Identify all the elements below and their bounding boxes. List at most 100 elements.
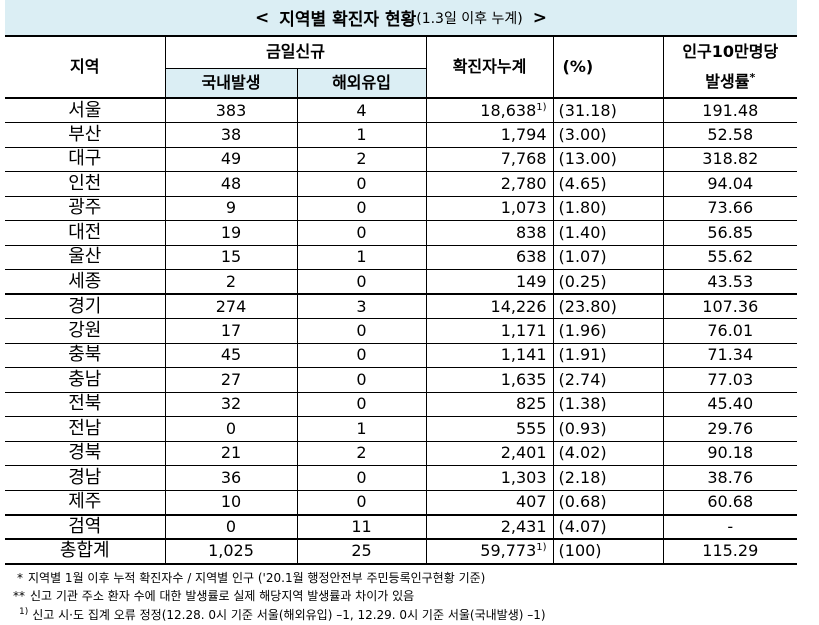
header-percent: (%)	[552, 35, 664, 99]
cell-overseas: 2	[296, 440, 427, 466]
cell-region: 제주	[5, 489, 166, 516]
cell-domestic: 45	[164, 342, 298, 368]
cell-rate: 90.18	[662, 440, 798, 466]
cell-domestic: 36	[164, 465, 298, 491]
table-row: 전남 0 1 555 (0.93) 29.76	[5, 416, 798, 442]
cell-cumulative-value: 1,794	[500, 124, 547, 144]
cell-cumulative-value: 7,768	[500, 149, 547, 169]
cell-domestic: 48	[164, 171, 298, 197]
cell-rate: 38.76	[662, 465, 798, 491]
cell-cumulative: 555	[425, 416, 554, 442]
cell-region: 전북	[5, 391, 166, 417]
cell-overseas: 0	[296, 269, 427, 295]
cell-region: 충남	[5, 367, 166, 393]
cell-domestic: 32	[164, 391, 298, 417]
header-rate-line2-wrap: 발생률*	[664, 67, 797, 96]
cell-domestic: 9	[164, 195, 298, 221]
cell-region: 전남	[5, 416, 166, 442]
regional-cases-table: 지역 금일신규 확진자누계 (%) 인구10만명당 발생률* 국내발생 해외유입…	[5, 35, 798, 565]
cell-domestic: 2	[164, 269, 298, 295]
cell-percent: (1.80)	[552, 195, 664, 221]
cell-percent: (0.25)	[552, 269, 664, 295]
cell-region: 경기	[5, 293, 166, 319]
cell-region: 경북	[5, 440, 166, 466]
cell-rate: 73.66	[662, 195, 798, 221]
cell-overseas: 0	[296, 391, 427, 417]
cell-cumulative-value: 2,780	[500, 173, 547, 193]
cell-cumulative-value: 1,635	[500, 369, 547, 389]
table-row: 제주 10 0 407 (0.68) 60.68	[5, 489, 798, 516]
header-domestic: 국내발생	[164, 67, 298, 99]
table-row: 경기 274 3 14,226 (23.80) 107.36	[5, 293, 798, 319]
table-header: 지역 금일신규 확진자누계 (%) 인구10만명당 발생률* 국내발생 해외유입	[5, 35, 798, 99]
table-row: 인천 48 0 2,780 (4.65) 94.04	[5, 171, 798, 197]
cell-percent: (0.68)	[552, 489, 664, 516]
cell-overseas: 0	[296, 465, 427, 491]
cell-rate: 56.85	[662, 220, 798, 246]
cell-domestic: 1,025	[164, 538, 298, 565]
table-row: 전북 32 0 825 (1.38) 45.40	[5, 391, 798, 417]
table-row: 충북 45 0 1,141 (1.91) 71.34	[5, 342, 798, 368]
cell-cumulative-value: 59,773	[480, 541, 537, 561]
cell-cumulative-value: 838	[515, 222, 547, 242]
cell-cumulative-value: 14,226	[490, 296, 547, 316]
footnote-3-text: 신고 시·도 집계 오류 정정(12.28. 0시 기준 서울(해외유입) –1…	[32, 607, 546, 622]
footnote-1: * 지역별 1월 이후 누적 확진자수 / 지역별 인구 ('20.1월 행정안전…	[5, 569, 797, 588]
header-today-new: 금일신규	[164, 35, 427, 69]
cell-cumulative: 1,141	[425, 342, 554, 368]
table-row: 경남 36 0 1,303 (2.18) 38.76	[5, 465, 798, 491]
header-rate: 인구10만명당 발생률*	[662, 35, 798, 99]
cell-cumulative: 2,431	[425, 514, 554, 540]
table-row: 대전 19 0 838 (1.40) 56.85	[5, 220, 798, 246]
cell-domestic: 27	[164, 367, 298, 393]
footnote-2-text: 신고 기관 주소 환자 수에 대한 발생률로 실제 해당지역 발생률과 차이가 …	[30, 589, 415, 603]
cell-cumulative-value: 555	[515, 418, 547, 438]
cell-rate: 43.53	[662, 269, 798, 295]
cell-rate: 60.68	[662, 489, 798, 516]
footnote-2: ** 신고 기관 주소 환자 수에 대한 발생률로 실제 해당지역 발생률과 차이…	[5, 587, 797, 606]
cell-overseas: 11	[296, 514, 427, 540]
cell-overseas: 4	[296, 97, 427, 123]
cell-rate: 29.76	[662, 416, 798, 442]
cell-percent: (4.07)	[552, 514, 664, 540]
cell-region: 강원	[5, 318, 166, 344]
cell-overseas: 0	[296, 318, 427, 344]
cell-domestic: 15	[164, 244, 298, 270]
table-row: 경북 21 2 2,401 (4.02) 90.18	[5, 440, 798, 466]
cell-cumulative-value: 2,431	[500, 516, 547, 536]
cell-rate: 77.03	[662, 367, 798, 393]
cell-cumulative: 1,303	[425, 465, 554, 491]
title-close-mark: >	[532, 7, 547, 28]
cell-footnote-mark: 1)	[536, 542, 547, 554]
cell-region: 부산	[5, 122, 166, 148]
cell-overseas: 0	[296, 171, 427, 197]
table-body: 서울 383 4 18,6381) (31.18) 191.48 부산 38 1 1,794 (3.…	[5, 97, 798, 565]
title-main: 지역별 확진자 현황	[279, 10, 417, 30]
cell-rate: 191.48	[662, 97, 798, 123]
cell-rate: 318.82	[662, 146, 798, 172]
cell-percent: (2.18)	[552, 465, 664, 491]
cell-rate: 76.01	[662, 318, 798, 344]
cell-region: 서울	[5, 97, 166, 123]
cell-overseas: 1	[296, 244, 427, 270]
cell-cumulative-value: 1,141	[500, 345, 547, 365]
cell-domestic: 38	[164, 122, 298, 148]
footnotes: * 지역별 1월 이후 누적 확진자수 / 지역별 인구 ('20.1월 행정안전…	[5, 569, 797, 625]
cell-rate: 55.62	[662, 244, 798, 270]
header-rate-mark: *	[749, 71, 756, 84]
cell-overseas: 1	[296, 122, 427, 148]
cell-region: 경남	[5, 465, 166, 491]
header-rate-line1: 인구10만명당	[682, 42, 779, 61]
cell-cumulative-value: 638	[515, 247, 547, 267]
cell-cumulative-value: 149	[515, 271, 547, 291]
footnote-1-mark: *	[17, 570, 23, 585]
cell-cumulative-value: 1,073	[500, 198, 547, 218]
cell-region: 인천	[5, 171, 166, 197]
cell-overseas: 0	[296, 342, 427, 368]
cell-percent: (1.96)	[552, 318, 664, 344]
header-rate-line2: 발생률	[705, 72, 750, 91]
cell-domestic: 17	[164, 318, 298, 344]
cell-cumulative: 638	[425, 244, 554, 270]
cell-overseas: 0	[296, 220, 427, 246]
cell-cumulative-value: 407	[515, 492, 547, 511]
